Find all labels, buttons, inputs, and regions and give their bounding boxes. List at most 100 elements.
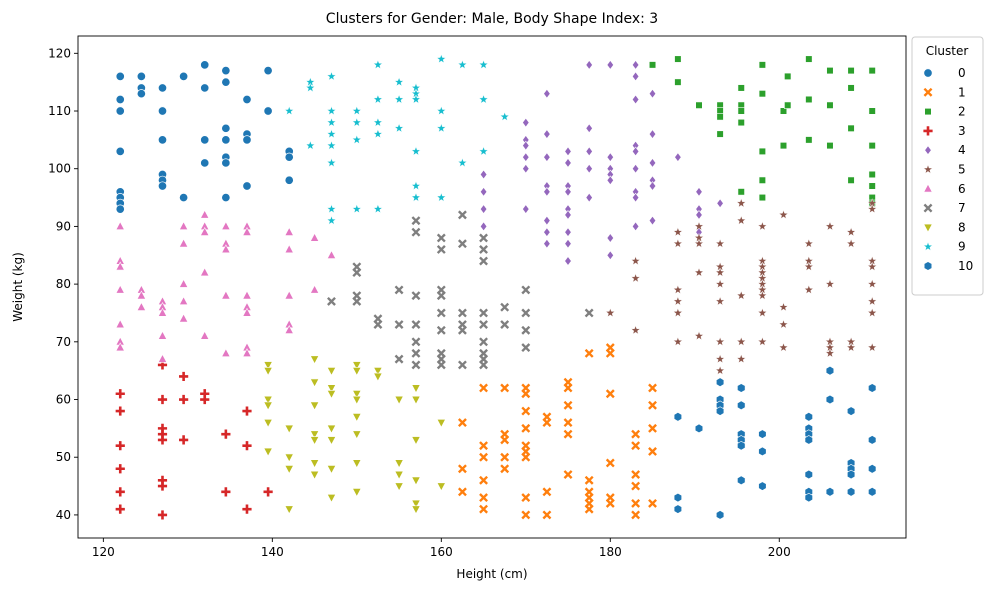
- legend-item-2: 2: [924, 105, 966, 119]
- data-point: [585, 163, 593, 174]
- data-point: [737, 84, 745, 92]
- data-point: [457, 464, 467, 474]
- data-point: [242, 94, 252, 105]
- data-point: [479, 169, 488, 180]
- series-cluster-6: [115, 209, 337, 363]
- data-point: [479, 186, 488, 197]
- data-point: [479, 221, 488, 232]
- legend-item-5: 5: [923, 163, 966, 177]
- data-point: [868, 383, 877, 393]
- data-point: [284, 325, 294, 334]
- data-point: [605, 348, 615, 358]
- data-point: [606, 233, 614, 243]
- data-point: [543, 186, 551, 197]
- data-point: [394, 482, 404, 492]
- data-point: [606, 250, 614, 261]
- data-point: [157, 83, 168, 93]
- legend-label: 1: [958, 85, 966, 99]
- data-point: [326, 128, 337, 139]
- data-point: [737, 475, 746, 486]
- data-point: [326, 117, 337, 127]
- data-point: [326, 384, 337, 394]
- data-point: [221, 77, 231, 87]
- data-point: [479, 308, 488, 318]
- data-point: [804, 435, 813, 445]
- data-point: [200, 60, 210, 70]
- data-point: [115, 504, 125, 514]
- data-point: [648, 129, 657, 140]
- data-point: [479, 256, 488, 266]
- data-point: [631, 60, 640, 70]
- data-point: [543, 227, 551, 238]
- data-point: [411, 360, 421, 370]
- x-tick-label: 200: [768, 545, 791, 559]
- data-point: [179, 435, 189, 445]
- data-point: [221, 348, 231, 358]
- data-point: [867, 278, 878, 289]
- legend-label: 4: [958, 143, 966, 157]
- data-point: [373, 59, 383, 70]
- data-point: [309, 470, 320, 480]
- data-point: [716, 198, 724, 209]
- data-point: [352, 459, 362, 469]
- data-point: [394, 354, 404, 364]
- data-point: [521, 343, 531, 353]
- data-point: [648, 400, 657, 410]
- y-tick-label: 100: [48, 162, 71, 176]
- data-point: [242, 226, 252, 236]
- data-point: [500, 383, 510, 393]
- data-point: [221, 429, 231, 439]
- x-tick-label: 140: [261, 545, 284, 559]
- data-point: [631, 429, 641, 439]
- data-point: [263, 395, 273, 405]
- data-point: [479, 475, 488, 485]
- data-point: [178, 278, 189, 288]
- data-point: [803, 238, 814, 248]
- data-point: [605, 458, 615, 468]
- data-point: [157, 181, 168, 191]
- data-point: [411, 180, 421, 191]
- data-point: [694, 267, 704, 277]
- legend-label: 6: [958, 182, 966, 196]
- data-point: [478, 94, 489, 104]
- data-point: [846, 238, 857, 248]
- data-point: [521, 510, 531, 520]
- y-tick-label: 110: [48, 104, 71, 118]
- data-point: [136, 89, 146, 99]
- data-point: [157, 510, 168, 520]
- data-point: [115, 319, 125, 329]
- data-point: [178, 238, 189, 248]
- series-cluster-0: [115, 60, 294, 214]
- data-point: [673, 412, 683, 422]
- x-tick-label: 180: [599, 545, 622, 559]
- data-point: [200, 83, 210, 93]
- data-point: [779, 142, 788, 150]
- data-point: [309, 436, 320, 446]
- data-point: [221, 487, 231, 497]
- data-point: [115, 106, 125, 116]
- data-point: [674, 55, 682, 63]
- legend-marker: [923, 223, 933, 233]
- data-point: [648, 181, 657, 191]
- data-point: [242, 181, 252, 191]
- data-point: [631, 510, 641, 520]
- data-point: [479, 452, 488, 462]
- data-point: [648, 423, 657, 433]
- data-point: [136, 301, 147, 311]
- data-point: [436, 482, 446, 492]
- legend-frame: [911, 36, 984, 296]
- data-point: [563, 400, 573, 410]
- data-point: [326, 71, 337, 81]
- data-point: [804, 492, 813, 503]
- data-point: [309, 284, 320, 294]
- chart-title: Clusters for Gender: Male, Body Shape In…: [326, 11, 658, 27]
- data-point: [778, 342, 789, 352]
- data-point: [411, 436, 421, 446]
- series-cluster-1: [457, 343, 657, 520]
- data-point: [648, 157, 657, 168]
- data-point: [846, 487, 856, 497]
- data-point: [411, 94, 421, 104]
- data-point: [784, 101, 792, 109]
- data-point: [326, 493, 337, 503]
- data-point: [758, 147, 766, 156]
